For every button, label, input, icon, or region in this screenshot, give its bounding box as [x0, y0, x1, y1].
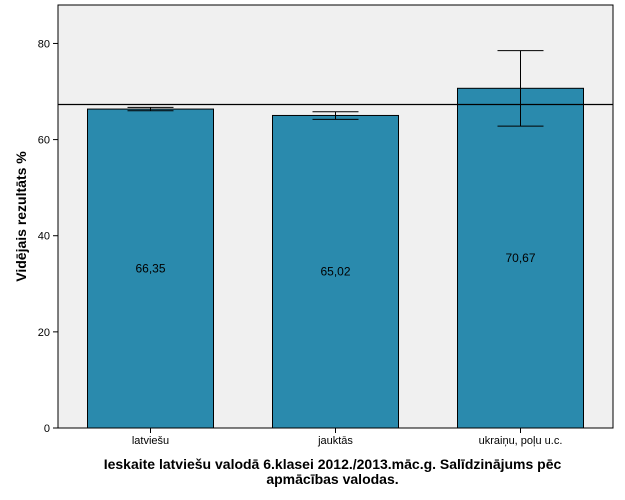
error-bar-2: [497, 50, 544, 127]
x-tick-label-0: latviešu: [132, 435, 169, 447]
y-tick-label-1: 20: [38, 327, 50, 339]
y-axis-title: Vidējais rezultāts %: [13, 151, 29, 282]
x-tick-label-1: jauktās: [317, 435, 353, 447]
data-label-0: 66,35: [135, 262, 165, 276]
error-bar-0: [127, 106, 174, 112]
x-tick-label-2: ukraiņu, poļu u.c.: [479, 435, 563, 447]
error-bar-1: [312, 111, 359, 120]
y-tick-label-3: 60: [38, 135, 50, 147]
x-axis-title-line-1: Ieskaite latviešu valodā 6.klasei 2012./…: [104, 456, 562, 472]
bar-2: [457, 87, 584, 429]
error-bars: [127, 50, 544, 127]
y-tick-label-4: 80: [38, 38, 50, 50]
x-axis-title-line-2: apmācības valodas.: [266, 471, 398, 487]
x-axis: latviešu jauktās ukraiņu, poļu u.c.: [132, 428, 563, 447]
y-tick-label-0: 0: [44, 423, 50, 435]
bar-0: [87, 108, 214, 429]
y-tick-label-2: 40: [38, 231, 50, 243]
bars: 66,35 65,02 70,67: [87, 87, 584, 429]
y-axis: 0 20 40 60 80: [38, 38, 58, 435]
data-label-1: 65,02: [320, 265, 350, 279]
data-label-2: 70,67: [505, 251, 535, 265]
